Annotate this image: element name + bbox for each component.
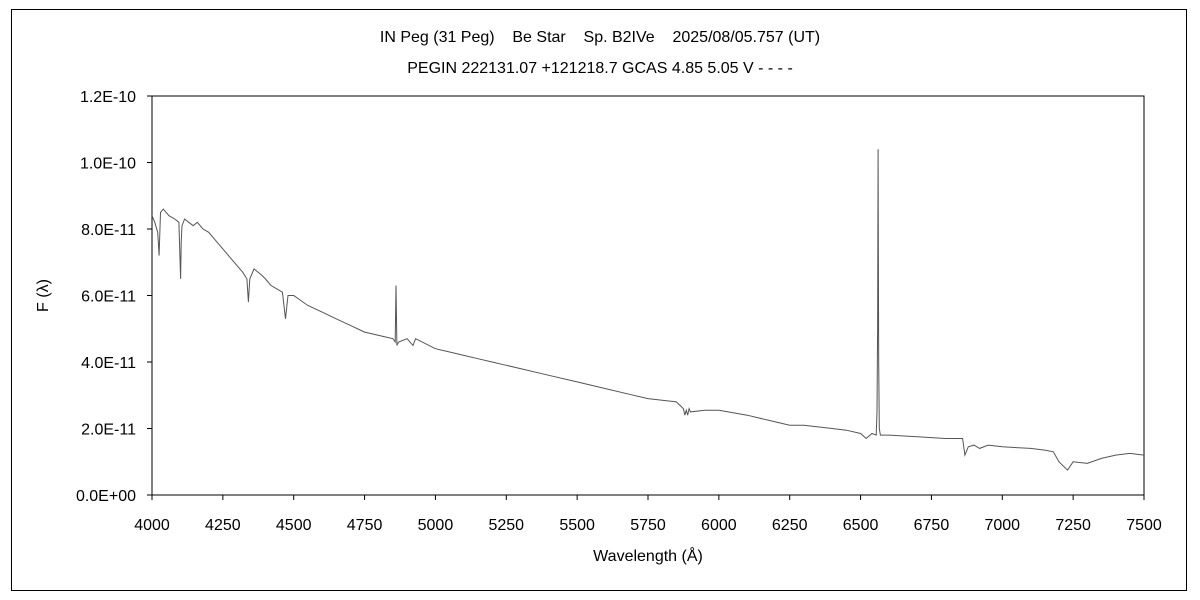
x-tick-label: 4750 [347, 517, 383, 534]
y-tick-label: 4.0E-11 [81, 355, 136, 372]
x-tick-label: 6000 [701, 517, 737, 534]
y-tick-label: 8.0E-11 [81, 222, 136, 239]
y-tick-label: 1.0E-10 [80, 156, 136, 173]
x-tick-label: 6500 [843, 517, 879, 534]
chart-subtitle: PEGIN 222131.07 +121218.7 GCAS 4.85 5.05… [407, 60, 793, 77]
x-tick-label: 6250 [772, 517, 808, 534]
y-tick-label: 6.0E-11 [81, 289, 136, 306]
y-tick-label: 2.0E-11 [81, 422, 136, 439]
chart-frame [11, 9, 1187, 591]
series-layer [151, 149, 1145, 471]
x-tick-label: 4000 [134, 517, 170, 534]
x-tick-label: 5250 [488, 517, 524, 534]
y-axis: 0.0E+00 2.0E-11 4.0E-11 6.0E-11 8.0E-11 1.0E-… [76, 89, 152, 505]
x-tick-label: 7000 [984, 517, 1020, 534]
chart-title: IN Peg (31 Peg) Be Star Sp. B2IVe 2025/0… [379, 29, 821, 46]
spectrum-line [151, 149, 1145, 471]
x-tick-label: 4250 [205, 517, 241, 534]
y-axis-label: F (λ) [35, 279, 52, 312]
x-tick-label: 5750 [630, 517, 666, 534]
x-tick-label: 7250 [1055, 517, 1091, 534]
x-axis-label: Wavelength (Å) [593, 546, 703, 565]
x-tick-label: 7500 [1126, 517, 1162, 534]
plot-area [151, 95, 1145, 496]
x-tick-label: 6750 [914, 517, 950, 534]
x-axis: 4000 4250 4500 4750 5000 5250 5500 5750 6000 6250… [134, 495, 1162, 534]
y-tick-label: 0.0E+00 [76, 488, 136, 505]
y-tick-label: 1.2E-10 [80, 89, 136, 106]
x-tick-label: 4500 [276, 517, 312, 534]
x-tick-label: 5000 [418, 517, 454, 534]
x-tick-label: 5500 [559, 517, 595, 534]
